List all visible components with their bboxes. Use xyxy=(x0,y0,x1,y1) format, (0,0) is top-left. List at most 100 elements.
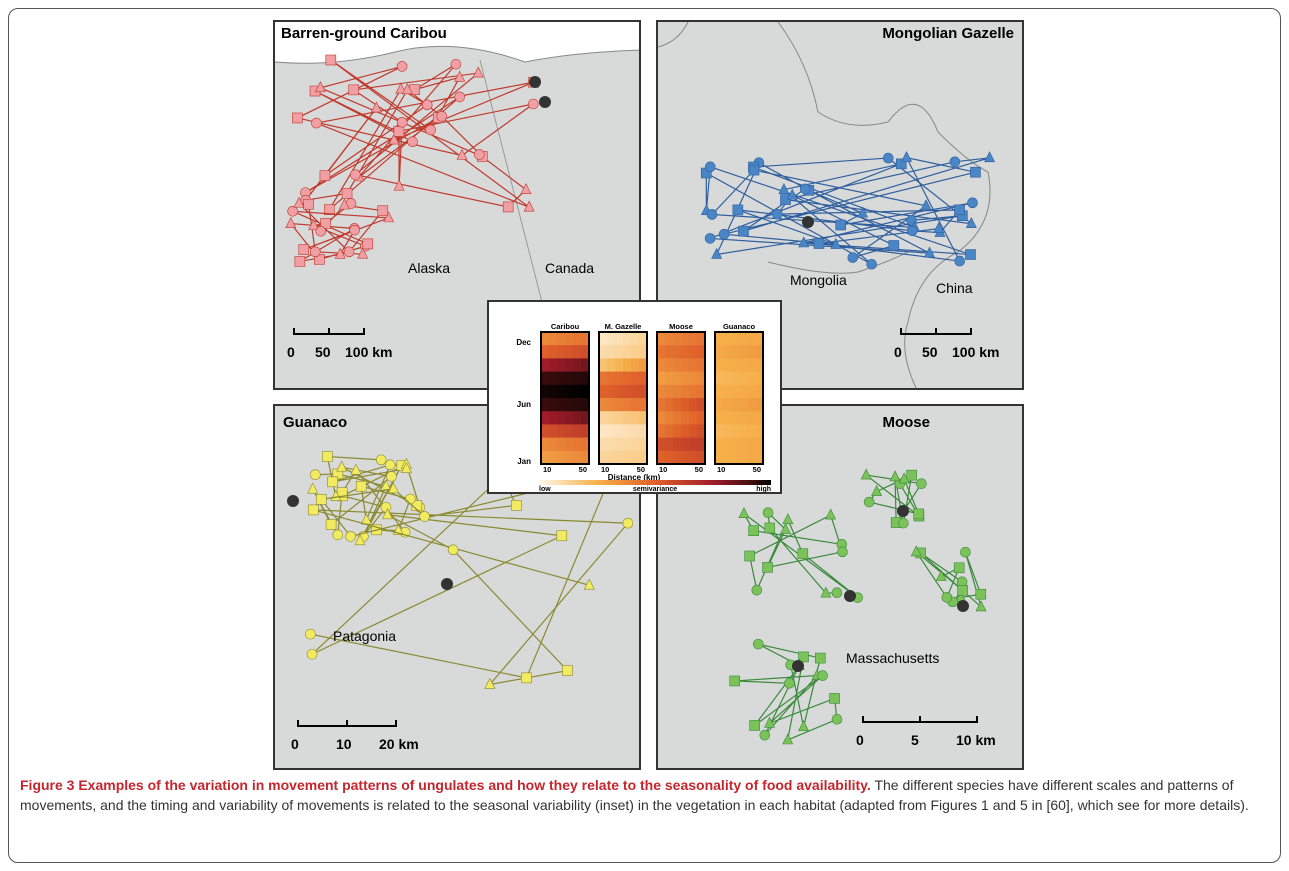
heatmap-cell xyxy=(607,358,616,373)
location-marker xyxy=(350,463,362,475)
heatmap-cell xyxy=(549,398,558,412)
heatmap-cell xyxy=(739,358,748,373)
heatmap-cell xyxy=(639,437,648,452)
heatmap-cell xyxy=(689,437,698,452)
heatmap-cell xyxy=(541,424,550,439)
location-marker xyxy=(405,493,416,505)
location-marker xyxy=(704,161,716,173)
heatmap-cell xyxy=(631,437,640,452)
heatmap-cell xyxy=(599,424,608,439)
x-tick: 10 xyxy=(659,465,667,474)
location-marker xyxy=(815,652,826,664)
heatmap-cell xyxy=(739,424,748,439)
location-marker xyxy=(798,236,810,248)
heatmap-cell xyxy=(715,424,724,439)
location-marker xyxy=(784,677,795,689)
heatmap-cell xyxy=(581,398,590,412)
heatmap-cell xyxy=(697,411,706,425)
location-marker xyxy=(798,720,810,732)
heatmap-cell xyxy=(739,450,748,465)
location-marker xyxy=(393,179,405,191)
location-marker xyxy=(425,124,437,136)
movement-track xyxy=(310,471,630,686)
heatmap-cell xyxy=(599,437,608,452)
location-marker xyxy=(502,201,514,213)
location-marker xyxy=(343,246,355,258)
heatmap-cell xyxy=(557,398,566,412)
heatmap-cell xyxy=(673,437,682,452)
location-marker xyxy=(817,670,828,681)
start-marker xyxy=(529,76,541,88)
location-marker xyxy=(383,211,395,223)
panel-title: Guanaco xyxy=(283,414,348,431)
x-tick: 10 xyxy=(601,465,609,474)
heatmap-cell xyxy=(615,437,624,452)
heatmap-cell xyxy=(565,437,574,452)
caption-title: Figure 3 Examples of the variation in mo… xyxy=(20,777,871,793)
location-marker xyxy=(357,247,369,259)
heatmap-cell xyxy=(739,371,748,386)
heatmap-cell xyxy=(557,358,566,373)
movement-track xyxy=(734,643,838,741)
heatmap-cell xyxy=(715,345,724,359)
location-marker xyxy=(520,182,532,194)
heatmap-cell xyxy=(623,358,632,373)
location-marker xyxy=(310,469,321,481)
scale-tick: 50 xyxy=(922,344,938,360)
location-marker xyxy=(322,451,333,462)
heatmap-cell xyxy=(607,437,616,452)
heatmap-cell xyxy=(565,398,574,412)
location-marker xyxy=(752,638,764,650)
heatmap-cell xyxy=(549,358,558,373)
semivariance-heatmaps: Caribou 10 50 M. Gazelle 10 50 Moose 10 50 Guanac… xyxy=(516,322,771,493)
heatmap-border xyxy=(656,331,706,465)
location-marker xyxy=(860,468,872,480)
heatmap-cell xyxy=(557,450,566,465)
location-marker xyxy=(294,256,306,267)
heatmap-cell xyxy=(697,345,706,359)
location-marker xyxy=(744,550,755,562)
heatmap-cell xyxy=(739,398,748,412)
region-label: Canada xyxy=(545,260,595,276)
location-marker xyxy=(871,484,883,496)
heatmap-cell xyxy=(581,450,590,465)
panel-title: Moose xyxy=(882,414,930,431)
heatmap-cell xyxy=(715,437,724,452)
location-marker xyxy=(831,713,843,725)
heatmap-cell xyxy=(639,398,648,412)
x-tick: 50 xyxy=(579,465,587,474)
location-marker xyxy=(913,508,924,520)
location-marker xyxy=(336,460,348,472)
heatmap-cell xyxy=(657,411,666,425)
heatmap-cell xyxy=(697,332,706,346)
heatmap-cell xyxy=(681,398,690,412)
location-marker xyxy=(320,218,331,229)
location-marker xyxy=(882,152,894,164)
heatmap-cell xyxy=(723,398,732,412)
location-marker xyxy=(396,116,408,128)
heatmap-cell xyxy=(565,358,574,373)
heatmap-cell xyxy=(573,371,582,386)
heatmap-cell xyxy=(747,384,756,399)
y-tick: Jan xyxy=(517,457,531,466)
heatmap-cell xyxy=(623,345,632,359)
heatmap-cell xyxy=(747,345,756,359)
heatmap-cell xyxy=(573,450,582,465)
heatmap-cell xyxy=(615,398,624,412)
heatmap-cell xyxy=(715,450,724,465)
location-marker xyxy=(895,158,907,170)
heatmap-cell xyxy=(607,411,616,425)
y-tick: Dec xyxy=(516,338,531,347)
region-label: Alaska xyxy=(408,260,451,276)
heatmap-cell xyxy=(573,437,582,452)
location-marker xyxy=(349,169,361,180)
heatmap-cell xyxy=(599,450,608,465)
heatmap-cell xyxy=(747,371,756,386)
heatmap-cell xyxy=(755,437,764,452)
heatmap-cell xyxy=(541,332,550,346)
panel-title: Mongolian Gazelle xyxy=(882,25,1014,42)
heatmap-cell xyxy=(631,358,640,373)
location-marker xyxy=(396,61,408,72)
scale-bar xyxy=(862,716,978,723)
heatmap-cell xyxy=(723,358,732,373)
